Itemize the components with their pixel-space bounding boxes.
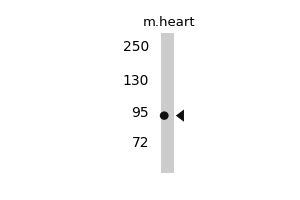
Polygon shape (176, 109, 184, 122)
Bar (161, 33, 174, 173)
Text: m.heart: m.heart (142, 16, 195, 29)
Ellipse shape (160, 111, 169, 120)
Text: 130: 130 (123, 74, 149, 88)
Text: 95: 95 (131, 106, 149, 120)
Text: 250: 250 (123, 40, 149, 54)
Text: 72: 72 (132, 136, 149, 150)
